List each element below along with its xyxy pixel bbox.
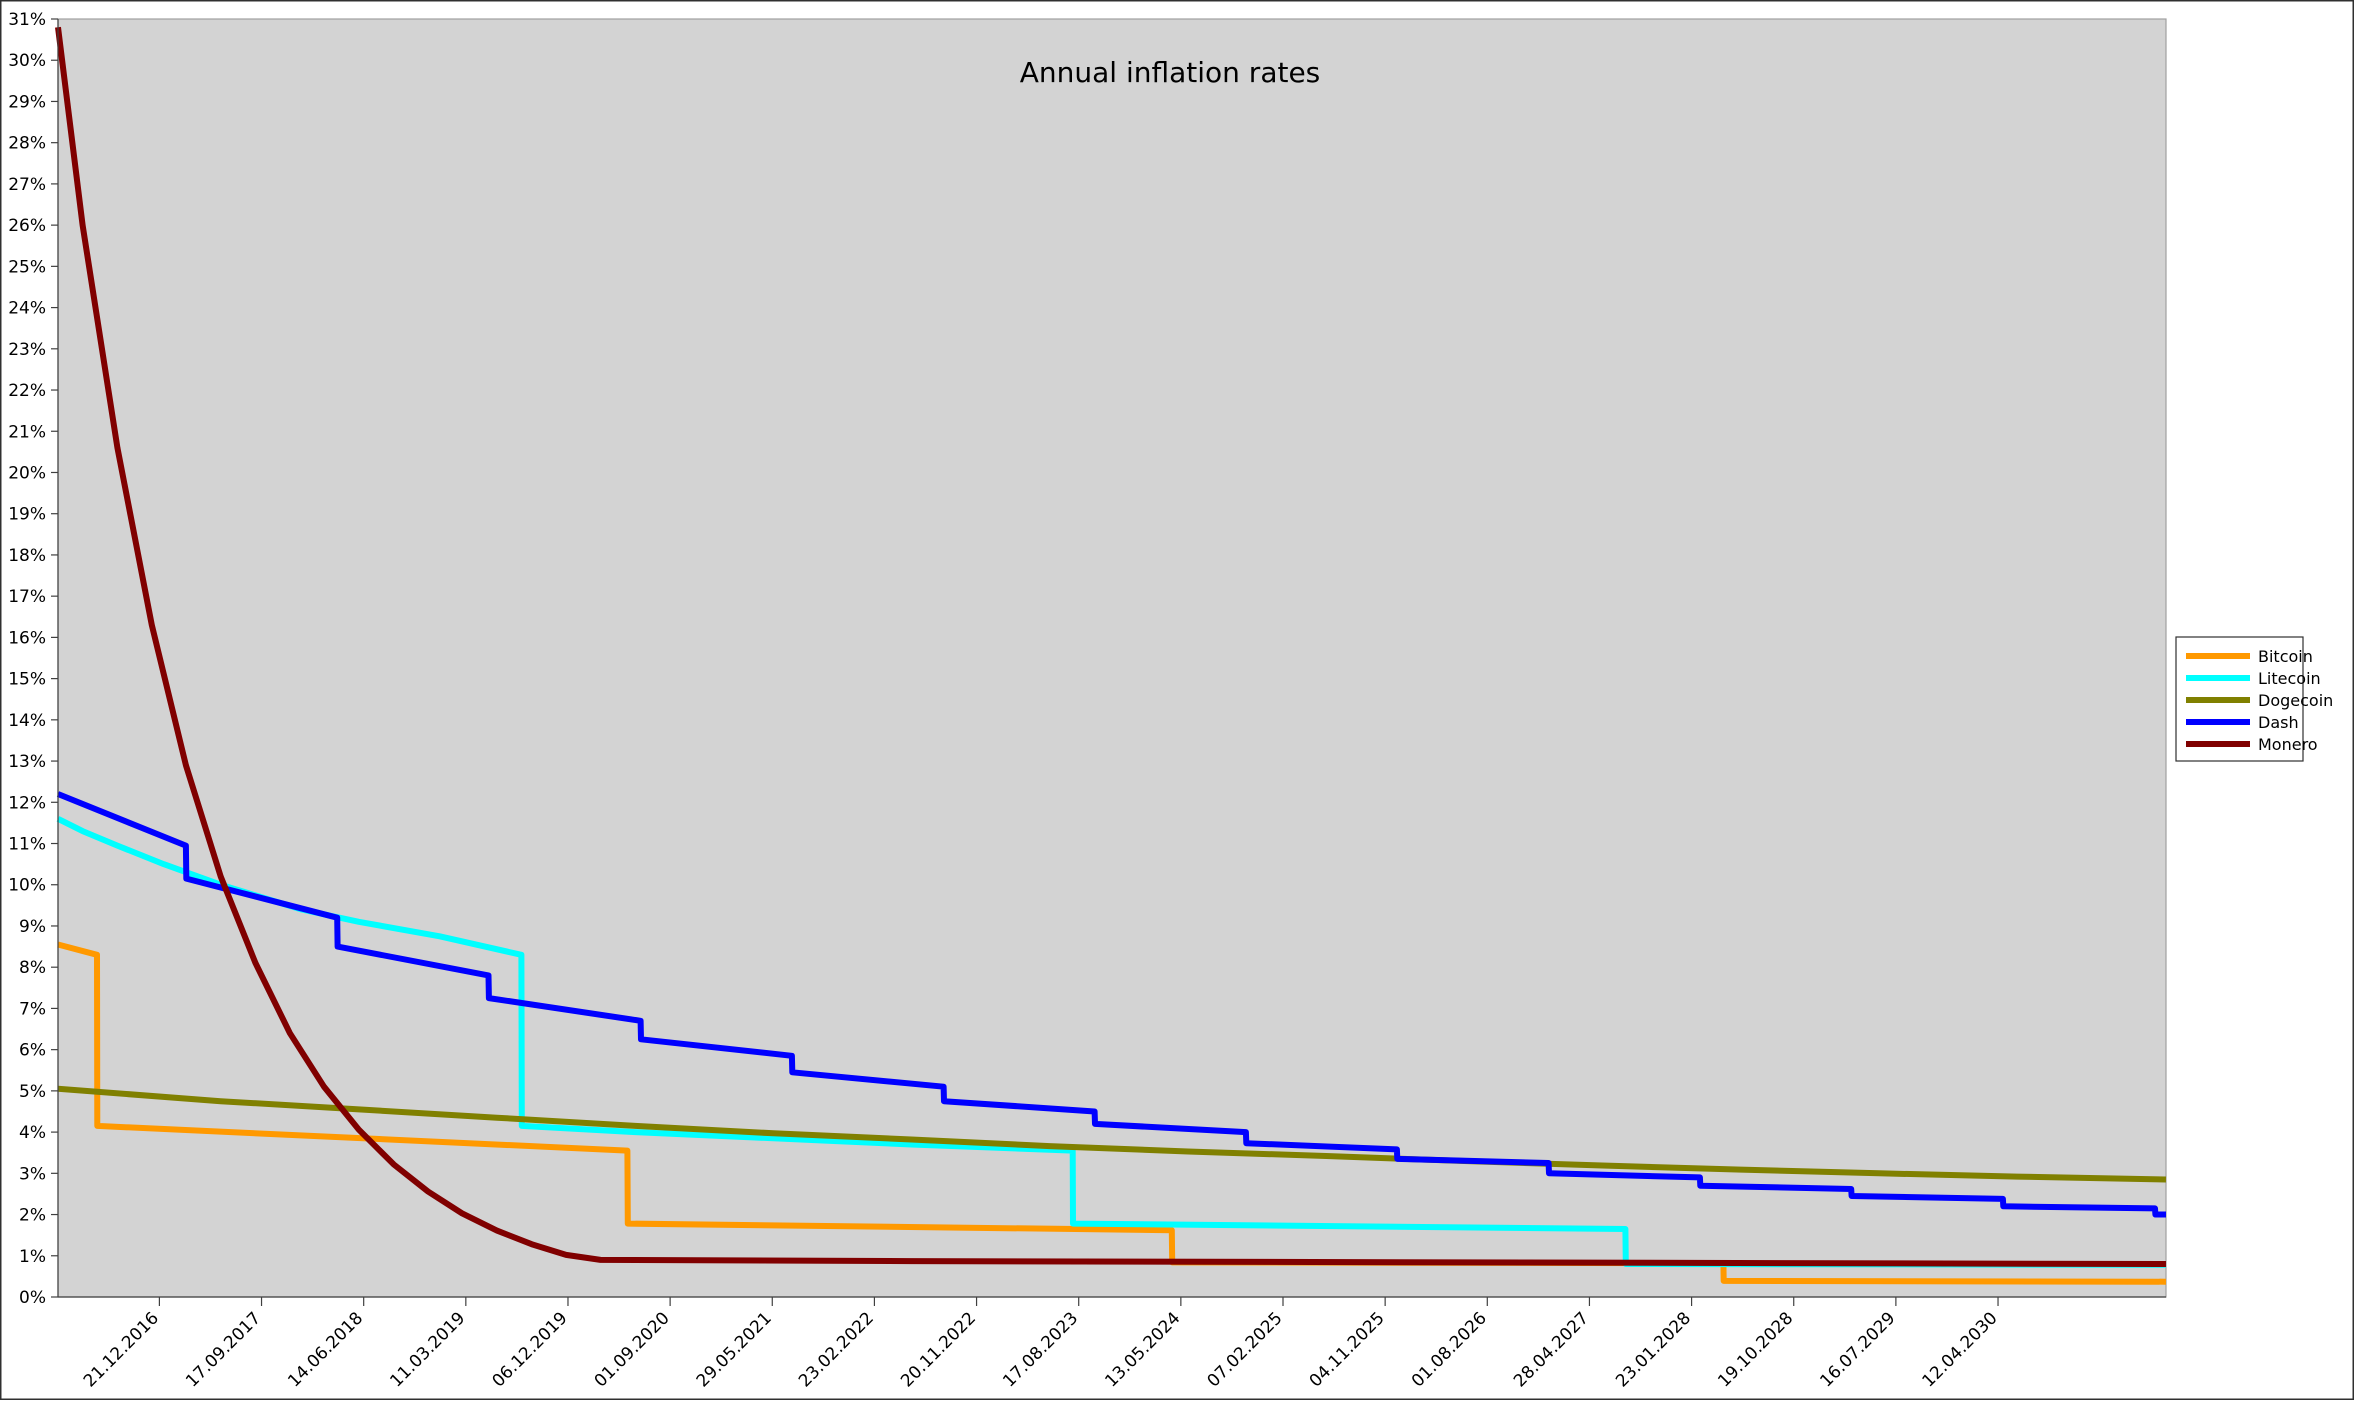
y-tick-label: 9% <box>19 917 46 937</box>
y-tick-label: 24% <box>8 299 46 319</box>
y-tick-label: 8% <box>19 958 46 978</box>
y-tick-label: 28% <box>8 134 46 154</box>
series-line-dash <box>56 791 2166 1218</box>
legend-label-dash: Dash <box>2258 713 2299 732</box>
y-tick-label: 1% <box>19 1247 46 1267</box>
y-tick-label: 14% <box>8 711 46 731</box>
legend: Bitcoin Litecoin Dogecoin Dash Monero <box>2175 636 2333 762</box>
chart-title: Annual inflation rates <box>1020 56 1321 89</box>
series-line-dogecoin <box>57 1085 2167 1183</box>
plot-area <box>57 18 2167 1298</box>
series-line-bitcoin <box>57 941 2167 1285</box>
y-tick-label: 15% <box>8 670 46 690</box>
y-tick-label: 16% <box>8 628 46 648</box>
y-tick-label: 30% <box>8 51 46 71</box>
legend-label-litecoin: Litecoin <box>2258 669 2321 688</box>
y-tick-label: 13% <box>8 752 46 772</box>
series-layer <box>55 26 2167 1285</box>
y-tick-label: 31% <box>8 10 46 30</box>
y-tick-label: 11% <box>8 835 46 855</box>
y-tick-label: 2% <box>19 1206 46 1226</box>
y-tick-label: 25% <box>8 257 46 277</box>
y-tick-label: 17% <box>8 587 46 607</box>
y-tick-label: 3% <box>19 1164 46 1184</box>
y-tick-label: 22% <box>8 381 46 401</box>
y-tick-label: 18% <box>8 546 46 566</box>
y-tick-label: 10% <box>8 876 46 896</box>
y-tick-label: 27% <box>8 175 46 195</box>
y-tick-label: 29% <box>8 92 46 112</box>
y-tick-label: 4% <box>19 1123 46 1143</box>
y-tick-label: 19% <box>8 505 46 525</box>
series-line-monero <box>55 26 2167 1267</box>
y-tick-label: 0% <box>19 1288 46 1308</box>
y-tick-label: 21% <box>8 422 46 442</box>
legend-label-monero: Monero <box>2258 735 2318 754</box>
y-tick-label: 26% <box>8 216 46 236</box>
y-tick-label: 6% <box>19 1041 46 1061</box>
y-tick-label: 7% <box>19 999 46 1019</box>
y-tick-label: 5% <box>19 1082 46 1102</box>
legend-label-bitcoin: Bitcoin <box>2258 647 2313 666</box>
y-tick-label: 12% <box>8 793 46 813</box>
y-tick-label: 23% <box>8 340 46 360</box>
y-tick-label: 20% <box>8 463 46 483</box>
legend-label-dogecoin: Dogecoin <box>2258 691 2333 710</box>
series-line-litecoin <box>56 816 2167 1268</box>
